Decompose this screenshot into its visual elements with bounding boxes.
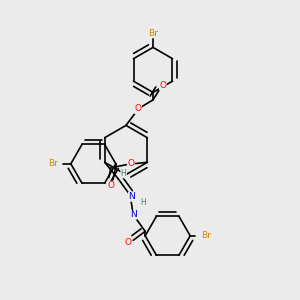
Text: Br: Br xyxy=(201,231,211,240)
Text: O: O xyxy=(108,181,115,190)
Text: N: N xyxy=(130,210,136,219)
Text: Br: Br xyxy=(148,29,158,38)
Text: O: O xyxy=(127,159,134,168)
Text: O: O xyxy=(124,238,131,247)
Text: O: O xyxy=(134,104,142,113)
Text: H: H xyxy=(121,169,127,178)
Text: H: H xyxy=(140,198,146,207)
Text: O: O xyxy=(159,81,167,90)
Text: Br: Br xyxy=(48,159,58,168)
Text: N: N xyxy=(128,192,135,201)
